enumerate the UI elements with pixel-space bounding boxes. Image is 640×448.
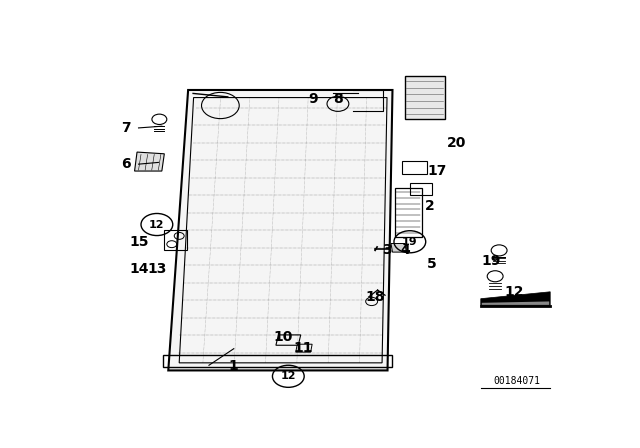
Text: 17: 17: [428, 164, 447, 178]
Polygon shape: [481, 292, 550, 306]
Text: 19: 19: [402, 237, 418, 247]
Polygon shape: [391, 244, 406, 252]
Text: 18: 18: [365, 290, 385, 304]
Text: 8: 8: [333, 91, 342, 106]
Text: 12: 12: [149, 220, 164, 229]
Text: 15: 15: [129, 235, 149, 249]
Text: 00184071: 00184071: [493, 375, 540, 386]
Polygon shape: [482, 302, 549, 305]
Text: 10: 10: [273, 330, 293, 345]
Polygon shape: [405, 76, 445, 119]
Text: 4: 4: [400, 243, 410, 258]
Text: 19: 19: [482, 254, 501, 268]
Text: 1: 1: [229, 359, 239, 373]
Text: 13: 13: [147, 263, 166, 276]
Text: 9: 9: [308, 91, 318, 106]
Text: 5: 5: [428, 257, 437, 271]
Polygon shape: [134, 152, 164, 171]
Text: 6: 6: [121, 157, 131, 171]
Text: 12: 12: [504, 285, 524, 299]
Text: 12: 12: [280, 371, 296, 381]
Text: 3: 3: [383, 243, 392, 258]
Text: 20: 20: [447, 137, 467, 151]
Text: 2: 2: [425, 198, 435, 212]
Polygon shape: [168, 90, 392, 370]
Text: 7: 7: [121, 121, 131, 135]
Text: 14: 14: [129, 263, 149, 276]
Text: 11: 11: [293, 340, 313, 355]
